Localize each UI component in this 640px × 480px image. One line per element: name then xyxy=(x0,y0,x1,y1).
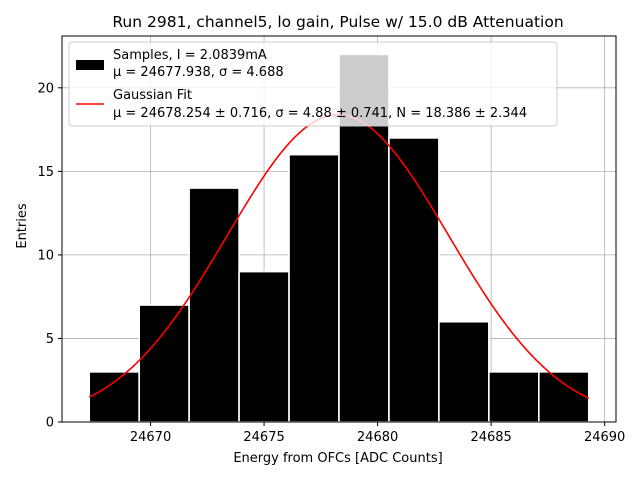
y-tick-label: 0 xyxy=(46,416,54,431)
x-tick-label: 24670 xyxy=(130,430,171,445)
histogram-bar xyxy=(238,270,290,423)
legend-histogram-swatch xyxy=(76,60,104,70)
y-axis-label: Entries xyxy=(15,203,30,249)
x-tick-label: 24690 xyxy=(584,430,625,445)
y-tick-label: 5 xyxy=(46,332,54,347)
y-tick-label: 20 xyxy=(37,81,54,96)
x-tick-label: 24675 xyxy=(243,430,284,445)
histogram-bar xyxy=(438,320,490,423)
chart-title: Run 2981, channel5, lo gain, Pulse w/ 15… xyxy=(112,13,563,31)
histogram-bar xyxy=(88,371,140,423)
histogram-bar xyxy=(538,371,590,423)
legend-fit-stats: μ = 24678.254 ± 0.716, σ = 4.88 ± 0.741,… xyxy=(113,106,527,121)
legend-fit-label: Gaussian Fit xyxy=(113,88,192,103)
y-tick-label: 15 xyxy=(37,165,54,180)
histogram-bar xyxy=(388,137,440,423)
histogram-bar xyxy=(138,304,190,423)
legend-samples-stats: μ = 24677.938, σ = 4.688 xyxy=(113,65,284,80)
histogram-bar xyxy=(288,153,340,423)
x-tick-label: 24685 xyxy=(470,430,511,445)
x-axis-label: Energy from OFCs [ADC Counts] xyxy=(233,451,442,466)
histogram-bar xyxy=(188,187,240,423)
legend: Samples, I = 2.0839mA μ = 24677.938, σ = … xyxy=(68,41,558,127)
legend-samples-label: Samples, I = 2.0839mA xyxy=(113,48,267,63)
histogram-bar xyxy=(488,371,540,423)
legend-box xyxy=(68,41,558,127)
x-tick-label: 24680 xyxy=(357,430,398,445)
plot-frame xyxy=(61,35,617,423)
y-tick-label: 10 xyxy=(37,248,54,263)
axes: 24670 24675 24680 24685 24690 0 5 10 15 20 xyxy=(37,35,625,445)
